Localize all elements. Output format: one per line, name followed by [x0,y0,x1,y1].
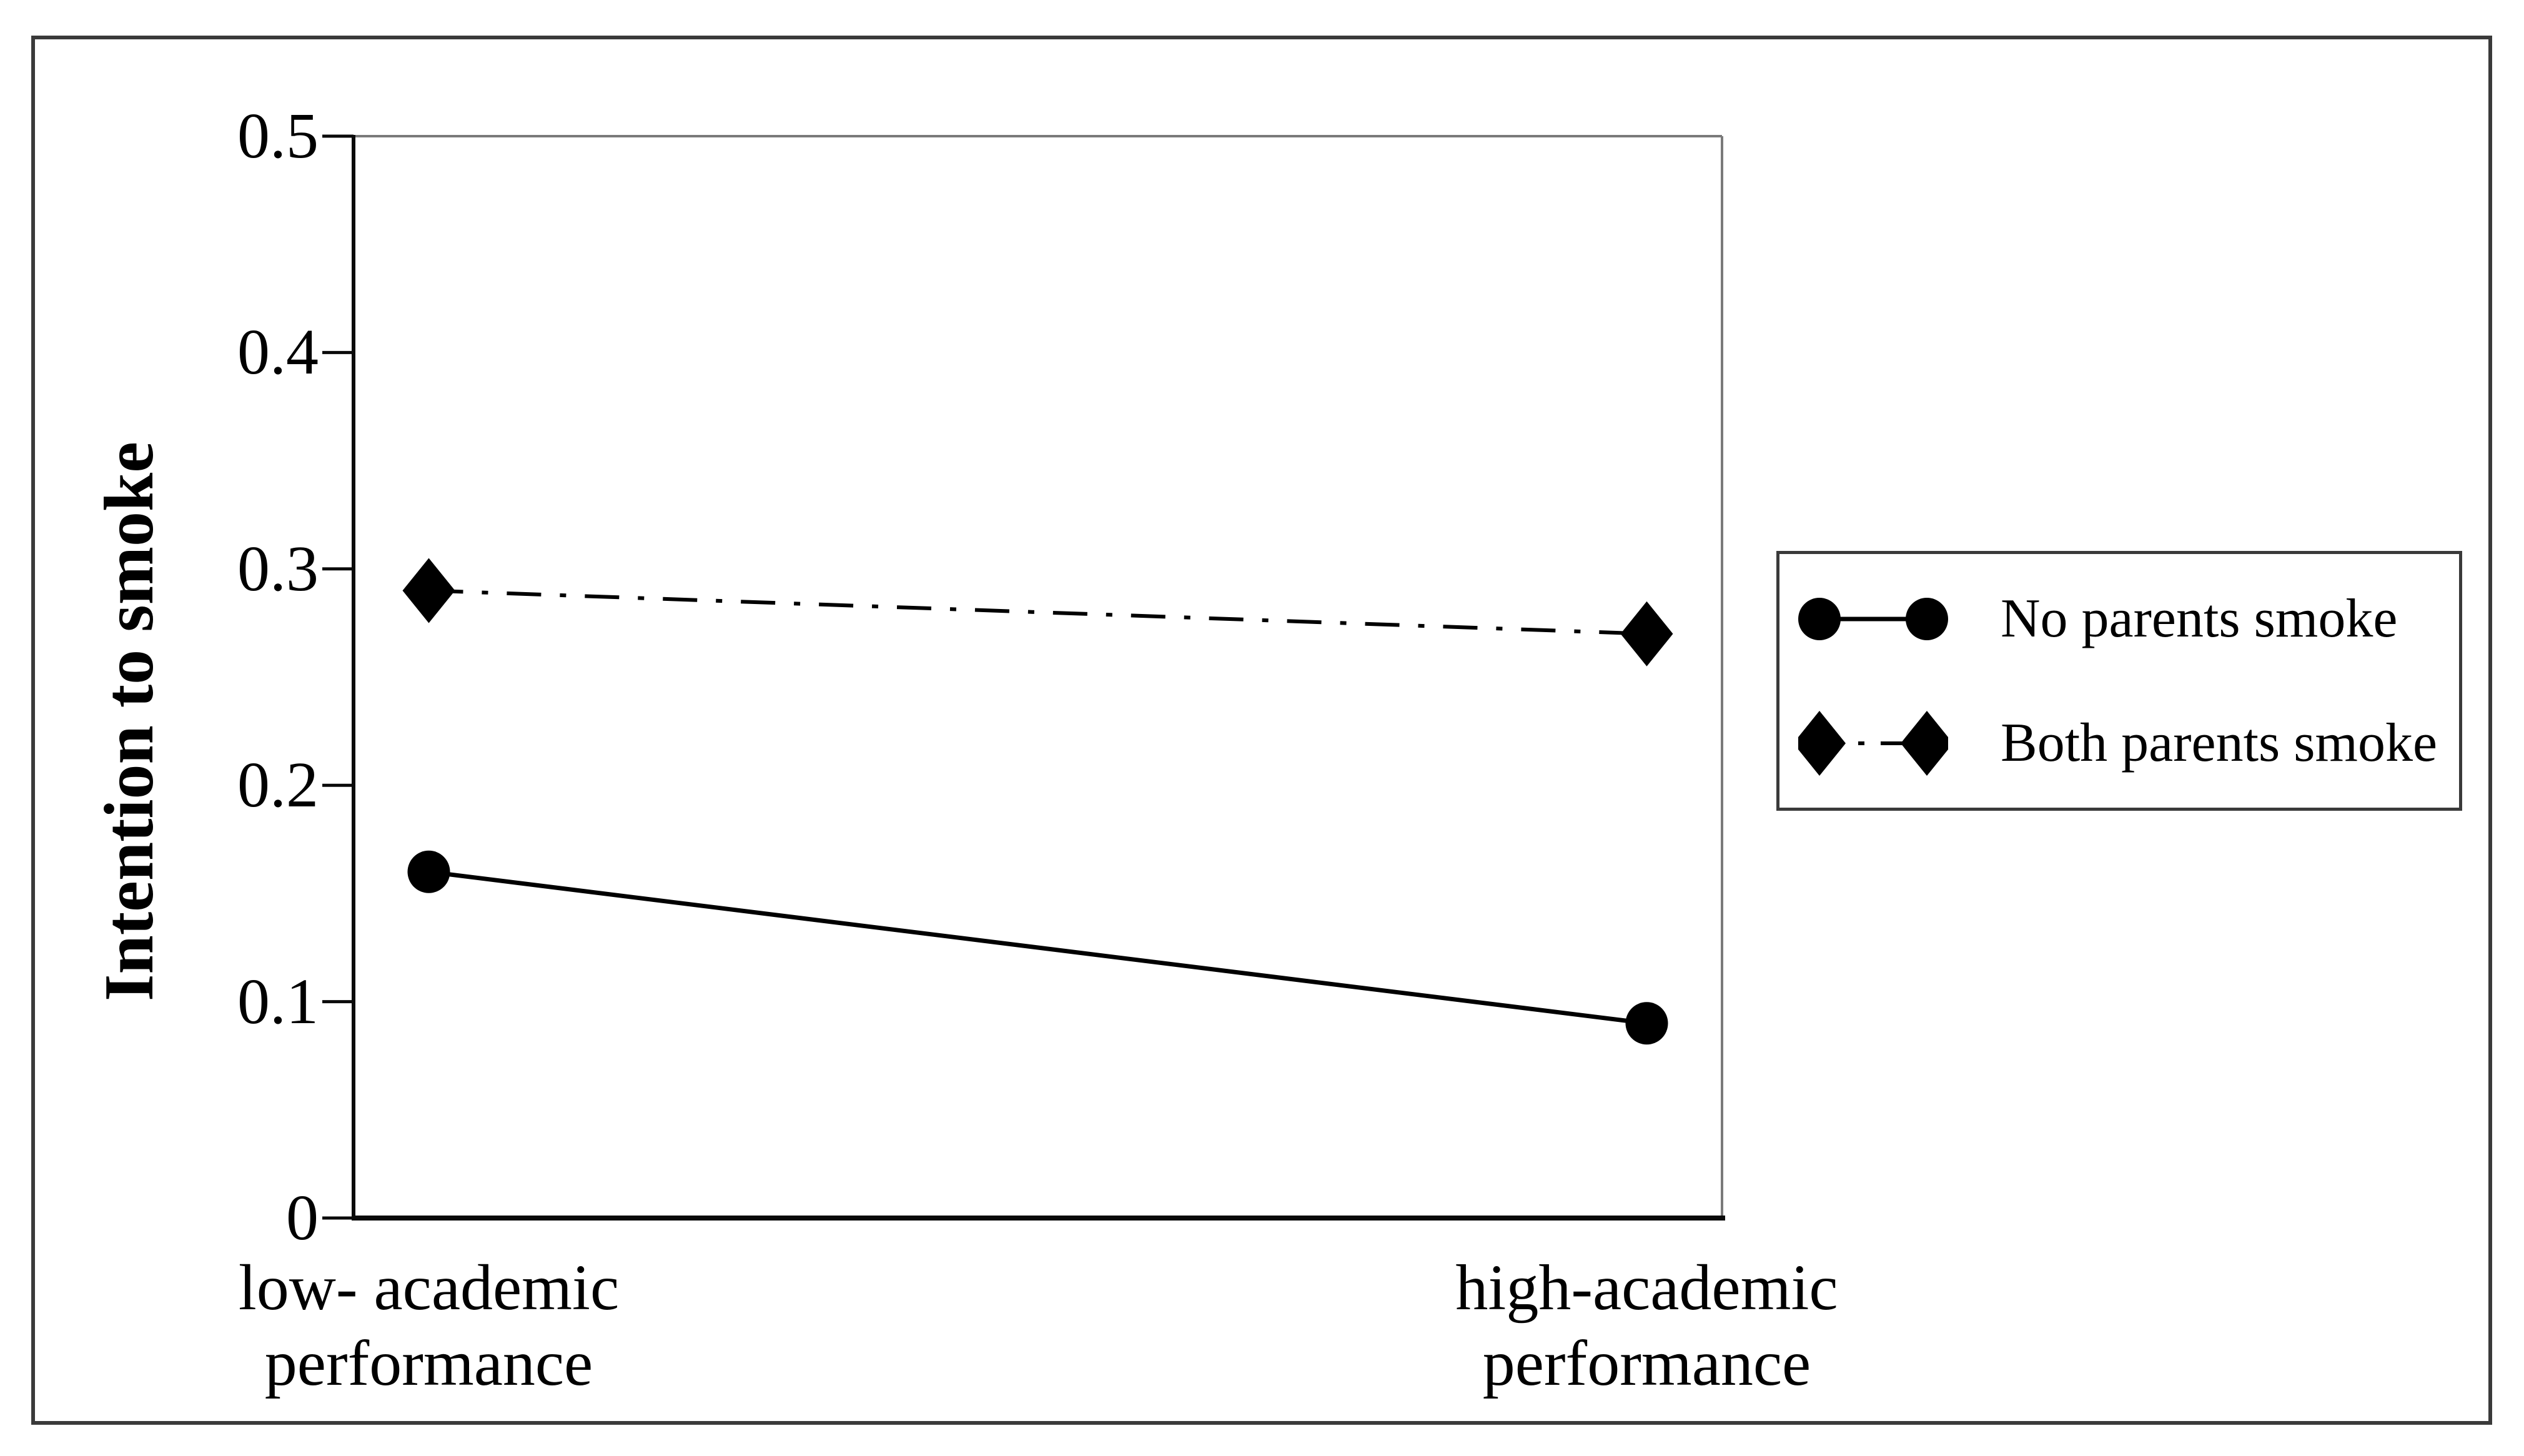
legend-diamond-marker-icon [1798,710,1846,776]
legend-item-no-parents-smoke: No parents smoke [1779,582,2459,656]
x-category-label: low- academic performance [238,1252,620,1399]
diamond-dashdot-line-marker-icon [1798,710,1948,776]
legend-circle-marker-icon [1906,597,1948,640]
diamond-marker [1620,601,1673,666]
diamond-marker [402,558,455,623]
y-tick-label: 0.3 [237,532,319,605]
y-tick-label: 0.4 [237,316,319,389]
y-tick-label: 0.1 [237,965,319,1038]
circle-marker [1625,1002,1668,1045]
x-category-label: high-academic performance [1455,1252,1838,1399]
series-line-diamond [428,588,1647,636]
y-tick-label: 0 [286,1182,319,1254]
legend-label: No parents smoke [2001,588,2398,649]
circle-solid-line-marker-icon [1798,597,1948,640]
legend-item-both-parents-smoke: Both parents smoke [1779,706,2459,781]
series-line-circle [428,869,1647,1026]
circle-marker [407,850,450,893]
legend-label: Both parents smoke [2001,713,2438,773]
y-tick-label: 0.2 [237,749,319,821]
y-tick-label: 0.5 [237,100,319,172]
legend-box: No parents smoke Both parents smoke [1776,551,2462,811]
legend-circle-marker-icon [1798,597,1841,640]
legend-diamond-marker-icon [1901,710,1948,776]
